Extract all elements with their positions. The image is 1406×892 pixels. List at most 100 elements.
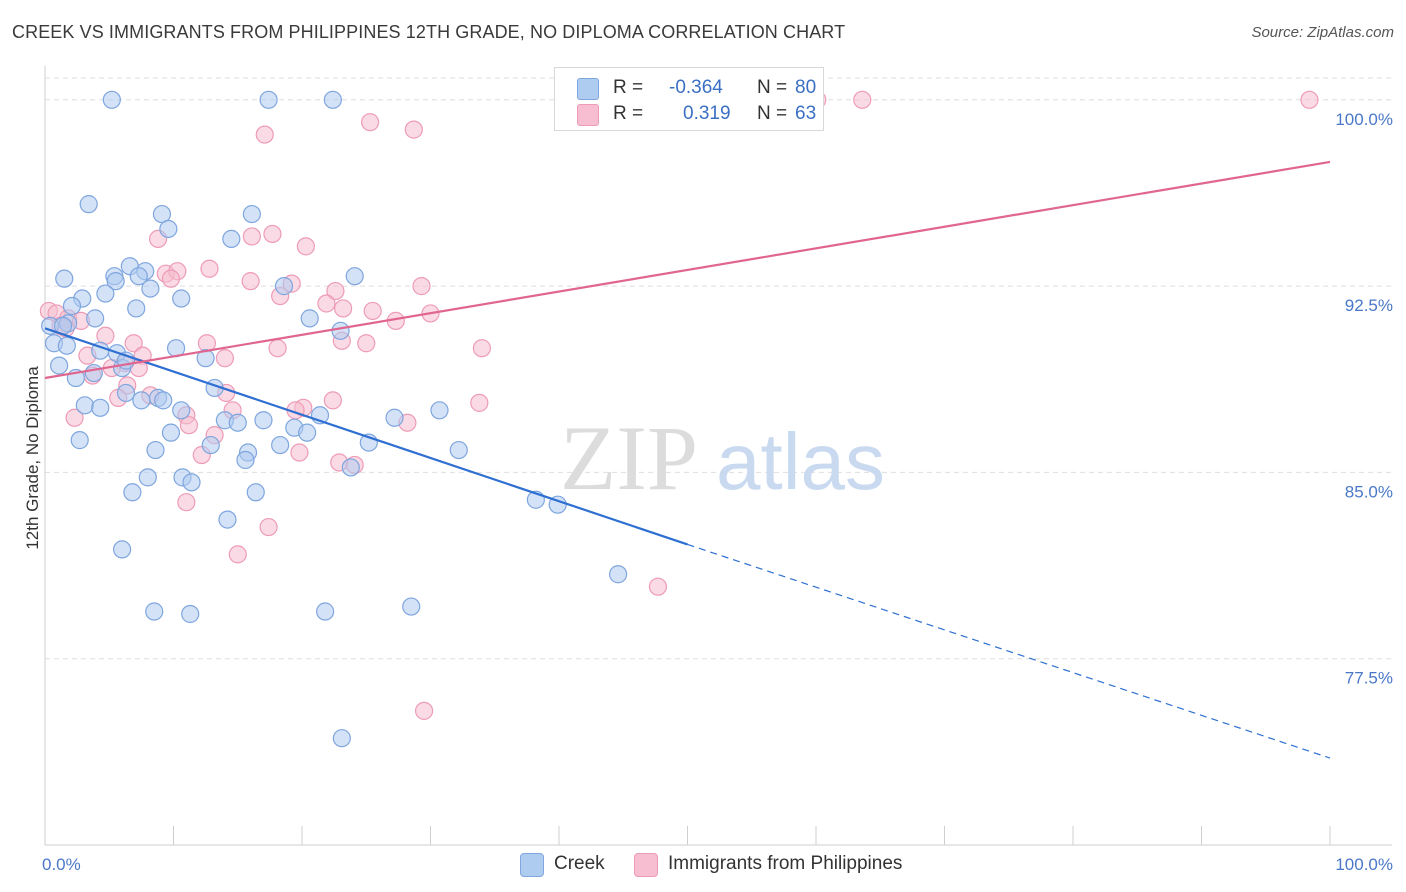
- creek-point: [129, 267, 148, 286]
- creek-points: [41, 90, 628, 748]
- creek-swatch: [577, 78, 599, 100]
- creek-point: [112, 540, 132, 559]
- y-tick-label: 100.0%: [1335, 110, 1393, 129]
- creek-point: [50, 356, 69, 375]
- creek-point: [430, 401, 449, 420]
- creek-point: [172, 289, 191, 308]
- creek-legend-swatch: [520, 853, 544, 877]
- philippines-r-label: R =: [613, 103, 644, 124]
- creek-point: [96, 284, 115, 303]
- creek-point: [182, 473, 201, 492]
- creek-legend-label: Creek: [554, 853, 605, 874]
- trend-lines: [44, 160, 1331, 759]
- creek-point: [298, 423, 317, 442]
- philippines-point: [363, 301, 382, 321]
- philippines-point: [259, 517, 278, 537]
- creek-point: [236, 450, 255, 470]
- philippines-point: [323, 391, 342, 410]
- creek-point: [345, 267, 364, 286]
- watermark-atlas: atlas: [716, 417, 885, 506]
- philippines-point: [472, 339, 491, 358]
- philippines-point: [853, 90, 872, 109]
- philippines-point: [161, 269, 181, 288]
- philippines-point: [361, 113, 380, 132]
- creek-point: [254, 411, 273, 430]
- watermark: ZIP atlas: [560, 407, 885, 509]
- creek-point: [196, 349, 215, 368]
- creek-point: [161, 423, 181, 442]
- philippines-point: [65, 408, 84, 427]
- philippines-point: [404, 120, 423, 139]
- creek-point: [138, 468, 157, 487]
- creek-point: [123, 483, 142, 502]
- creek-point: [609, 565, 628, 584]
- philippines-point: [124, 334, 143, 353]
- creek-r-value: -0.364: [669, 77, 723, 98]
- creek-point: [402, 597, 421, 616]
- philippines-swatch: [577, 104, 599, 126]
- creek-point: [218, 510, 237, 529]
- philippines-n-value: 63: [795, 103, 817, 124]
- philippines-point: [228, 545, 247, 564]
- creek-point: [116, 383, 136, 403]
- creek-point: [181, 604, 200, 624]
- creek-point: [79, 195, 98, 214]
- philippines-point: [470, 393, 489, 412]
- gridlines: [45, 77, 1392, 660]
- watermark-zip: ZIP: [560, 407, 698, 509]
- creek-point: [154, 391, 173, 410]
- creek-point: [106, 272, 125, 291]
- chart-title: CREEK VS IMMIGRANTS FROM PHILIPPINES 12T…: [12, 22, 846, 42]
- creek-point: [331, 321, 350, 340]
- creek-point: [86, 309, 105, 328]
- philippines-point: [268, 339, 287, 358]
- creek-point: [146, 440, 165, 460]
- creek-trend-line: [44, 327, 688, 546]
- philippines-point: [1300, 90, 1319, 109]
- philippines-point: [296, 237, 315, 256]
- philippines-n-label: N =: [757, 103, 788, 124]
- creek-point: [91, 398, 110, 417]
- creek-point: [84, 363, 103, 383]
- creek-n-value: 80: [795, 77, 817, 98]
- creek-point: [222, 229, 241, 249]
- creek-point: [246, 483, 265, 502]
- y-tick-label: 85.0%: [1345, 482, 1393, 501]
- philippines-point: [255, 125, 274, 144]
- x-tick-label: 100.0%: [1335, 855, 1393, 874]
- creek-point: [341, 458, 360, 477]
- creek-point: [159, 219, 178, 239]
- creek-point: [172, 401, 191, 420]
- philippines-point: [334, 299, 353, 318]
- creek-r-label: R =: [613, 77, 644, 98]
- philippines-point: [242, 227, 261, 246]
- creek-point: [75, 396, 94, 415]
- creek-point: [57, 336, 76, 355]
- philippines-point: [414, 701, 434, 720]
- tick-labels: 77.5% 85.0% 92.5% 100.0% 0.0% 100.0%: [42, 110, 1393, 874]
- creek-point: [316, 602, 335, 621]
- creek-point: [323, 90, 342, 109]
- creek-point: [332, 729, 351, 748]
- creek-point: [70, 431, 89, 450]
- creek-point: [449, 440, 468, 460]
- philippines-point: [200, 259, 219, 278]
- philippines-point: [326, 281, 345, 301]
- y-tick-label: 77.5%: [1345, 669, 1393, 688]
- creek-point: [259, 90, 278, 109]
- philippines-point: [263, 224, 282, 244]
- philippines-point: [412, 277, 431, 296]
- philippines-point: [357, 334, 376, 353]
- legend: R = -0.364 N = 80 R = 0.319 N = 63: [554, 67, 824, 131]
- creek-point: [201, 435, 220, 455]
- creek-point: [141, 279, 160, 298]
- creek-n-label: N =: [757, 77, 788, 98]
- philippines-r-value: 0.319: [683, 103, 731, 124]
- creek-point: [127, 299, 146, 318]
- creek-point: [102, 90, 121, 109]
- philippines-point: [215, 349, 234, 368]
- x-tick-label: 0.0%: [42, 855, 81, 874]
- creek-point: [274, 277, 294, 296]
- creek-point: [55, 269, 74, 288]
- philippines-points: [39, 90, 1319, 720]
